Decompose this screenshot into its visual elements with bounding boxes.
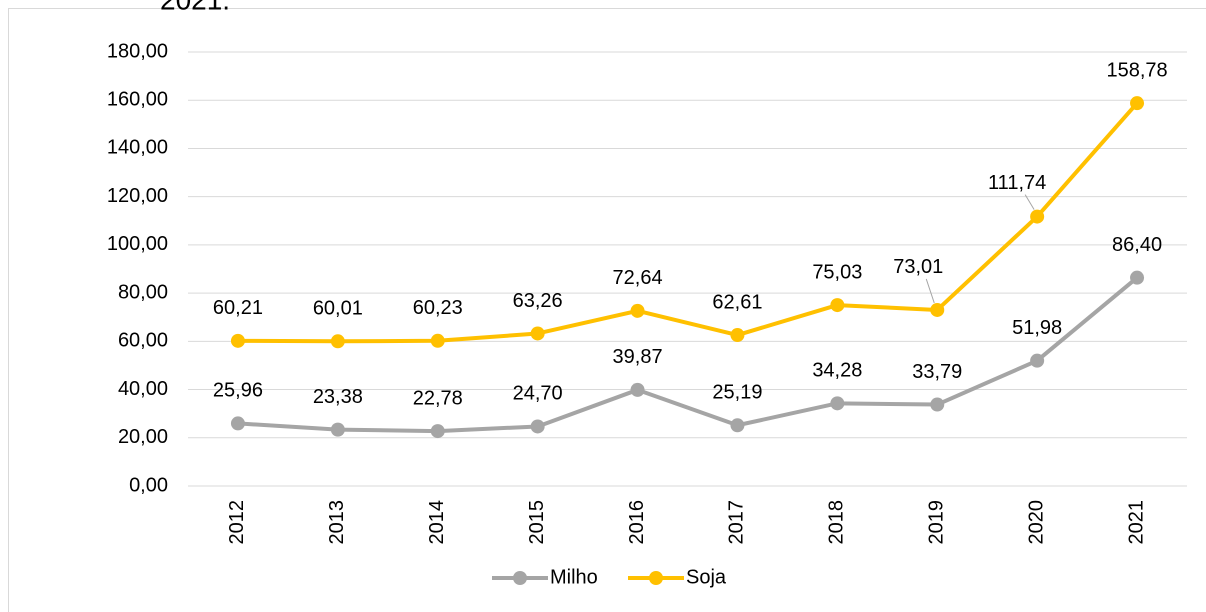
x-tick-label: 2020 (1025, 500, 1047, 545)
data-label: 73,01 (893, 256, 943, 278)
data-label: 33,79 (912, 361, 962, 383)
leader-line (1024, 194, 1035, 210)
data-point (230, 333, 245, 348)
legend-label: Soja (686, 566, 727, 588)
y-tick-label: 180,00 (107, 40, 168, 62)
data-point (330, 422, 345, 437)
y-tick-label: 100,00 (107, 233, 168, 255)
x-tick-label: 2012 (226, 500, 248, 545)
data-label: 60,23 (413, 297, 463, 319)
data-point (930, 397, 945, 412)
data-label: 25,19 (712, 382, 762, 404)
data-label: 62,61 (712, 291, 762, 313)
data-label: 34,28 (812, 360, 862, 382)
data-label: 22,78 (413, 387, 463, 409)
x-tick-label: 2021 (1125, 500, 1147, 545)
series-line (237, 276, 1139, 434)
y-tick-label: 20,00 (118, 426, 168, 448)
series-line (237, 101, 1139, 344)
data-point (930, 302, 945, 317)
data-label: 23,38 (313, 386, 363, 408)
x-tick-label: 2016 (626, 500, 648, 545)
y-tick-label: 60,00 (118, 330, 168, 352)
data-point (530, 419, 545, 434)
data-label: 75,03 (812, 261, 862, 283)
data-point (430, 333, 445, 348)
data-point (830, 298, 845, 313)
legend-label: Milho (550, 566, 598, 588)
chart-frame (8, 8, 1206, 612)
leader-line (925, 278, 935, 304)
x-tick-label: 2014 (426, 500, 448, 545)
data-point (730, 418, 745, 433)
data-label: 111,74 (988, 172, 1046, 194)
data-label: 63,26 (513, 290, 563, 312)
data-label: 24,70 (513, 383, 563, 405)
x-tick-label: 2018 (826, 500, 848, 545)
data-label: 51,98 (1012, 317, 1062, 339)
x-tick-label: 2019 (926, 500, 948, 545)
data-point (630, 303, 645, 318)
data-label: 86,40 (1112, 234, 1162, 256)
data-point (430, 424, 445, 439)
y-tick-label: 120,00 (107, 185, 168, 207)
data-point (730, 328, 745, 343)
data-label: 39,87 (613, 346, 663, 368)
data-point (830, 396, 845, 411)
data-label: 60,21 (213, 297, 263, 319)
data-point (230, 416, 245, 431)
data-point (330, 334, 345, 349)
data-label: 60,01 (313, 298, 363, 320)
y-tick-label: 40,00 (118, 378, 168, 400)
data-point (1130, 270, 1145, 285)
x-tick-label: 2017 (726, 500, 748, 545)
legend-marker (513, 571, 527, 585)
y-tick-label: 0,00 (129, 474, 168, 496)
y-tick-label: 160,00 (107, 89, 168, 111)
y-tick-label: 80,00 (118, 281, 168, 303)
data-point (1130, 96, 1145, 111)
data-label: 158,78 (1106, 59, 1167, 81)
data-label: 72,64 (613, 267, 663, 289)
y-tick-label: 140,00 (107, 137, 168, 159)
legend-marker (649, 571, 663, 585)
data-point (630, 382, 645, 397)
x-tick-label: 2015 (526, 500, 548, 545)
data-point (1030, 209, 1045, 224)
chart-title: 2021. (160, 0, 230, 15)
data-point (1030, 353, 1045, 368)
x-tick-label: 2013 (326, 500, 348, 545)
data-label: 25,96 (213, 380, 263, 402)
data-point (530, 326, 545, 341)
